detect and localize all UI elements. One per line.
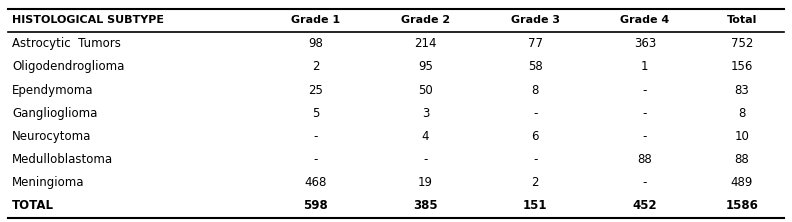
- Text: 2: 2: [531, 176, 539, 189]
- Text: 58: 58: [527, 60, 543, 73]
- Text: Ganglioglioma: Ganglioglioma: [12, 107, 97, 120]
- Text: Medulloblastoma: Medulloblastoma: [12, 153, 113, 166]
- Text: Ependymoma: Ependymoma: [12, 83, 93, 97]
- Text: 95: 95: [418, 60, 433, 73]
- Text: 8: 8: [531, 83, 539, 97]
- Text: 752: 752: [731, 37, 753, 50]
- Text: 50: 50: [418, 83, 433, 97]
- Text: 88: 88: [638, 153, 653, 166]
- Text: 214: 214: [414, 37, 436, 50]
- Text: 468: 468: [305, 176, 327, 189]
- Text: 98: 98: [308, 37, 323, 50]
- Text: 3: 3: [422, 107, 429, 120]
- Text: HISTOLOGICAL SUBTYPE: HISTOLOGICAL SUBTYPE: [12, 16, 164, 26]
- Text: 363: 363: [634, 37, 656, 50]
- Text: Grade 1: Grade 1: [291, 16, 341, 26]
- Text: -: -: [533, 107, 538, 120]
- Text: -: -: [642, 176, 647, 189]
- Text: -: -: [314, 153, 318, 166]
- Text: TOTAL: TOTAL: [12, 199, 54, 212]
- Text: 151: 151: [523, 199, 547, 212]
- Text: -: -: [533, 153, 538, 166]
- Text: Astrocytic  Tumors: Astrocytic Tumors: [12, 37, 120, 50]
- Text: 1: 1: [642, 60, 649, 73]
- Text: 25: 25: [308, 83, 323, 97]
- Text: Grade 2: Grade 2: [401, 16, 450, 26]
- Text: 2: 2: [312, 60, 320, 73]
- Text: 8: 8: [738, 107, 745, 120]
- Text: 88: 88: [734, 153, 749, 166]
- Text: Oligodendroglioma: Oligodendroglioma: [12, 60, 124, 73]
- Text: 385: 385: [413, 199, 438, 212]
- Text: Total: Total: [727, 16, 757, 26]
- Text: -: -: [642, 107, 647, 120]
- Text: 452: 452: [633, 199, 657, 212]
- Text: -: -: [642, 83, 647, 97]
- Text: 1586: 1586: [725, 199, 758, 212]
- Text: 489: 489: [731, 176, 753, 189]
- Text: -: -: [424, 153, 428, 166]
- Text: Grade 4: Grade 4: [620, 16, 669, 26]
- Text: 77: 77: [527, 37, 543, 50]
- Text: Grade 3: Grade 3: [511, 16, 560, 26]
- Text: 598: 598: [303, 199, 328, 212]
- Text: Meningioma: Meningioma: [12, 176, 85, 189]
- Text: 4: 4: [422, 130, 429, 143]
- Text: 6: 6: [531, 130, 539, 143]
- Text: 156: 156: [731, 60, 753, 73]
- Text: -: -: [314, 130, 318, 143]
- Text: 5: 5: [312, 107, 319, 120]
- Text: Neurocytoma: Neurocytoma: [12, 130, 91, 143]
- Text: 83: 83: [734, 83, 749, 97]
- Text: -: -: [642, 130, 647, 143]
- Text: 19: 19: [418, 176, 433, 189]
- Text: 10: 10: [734, 130, 749, 143]
